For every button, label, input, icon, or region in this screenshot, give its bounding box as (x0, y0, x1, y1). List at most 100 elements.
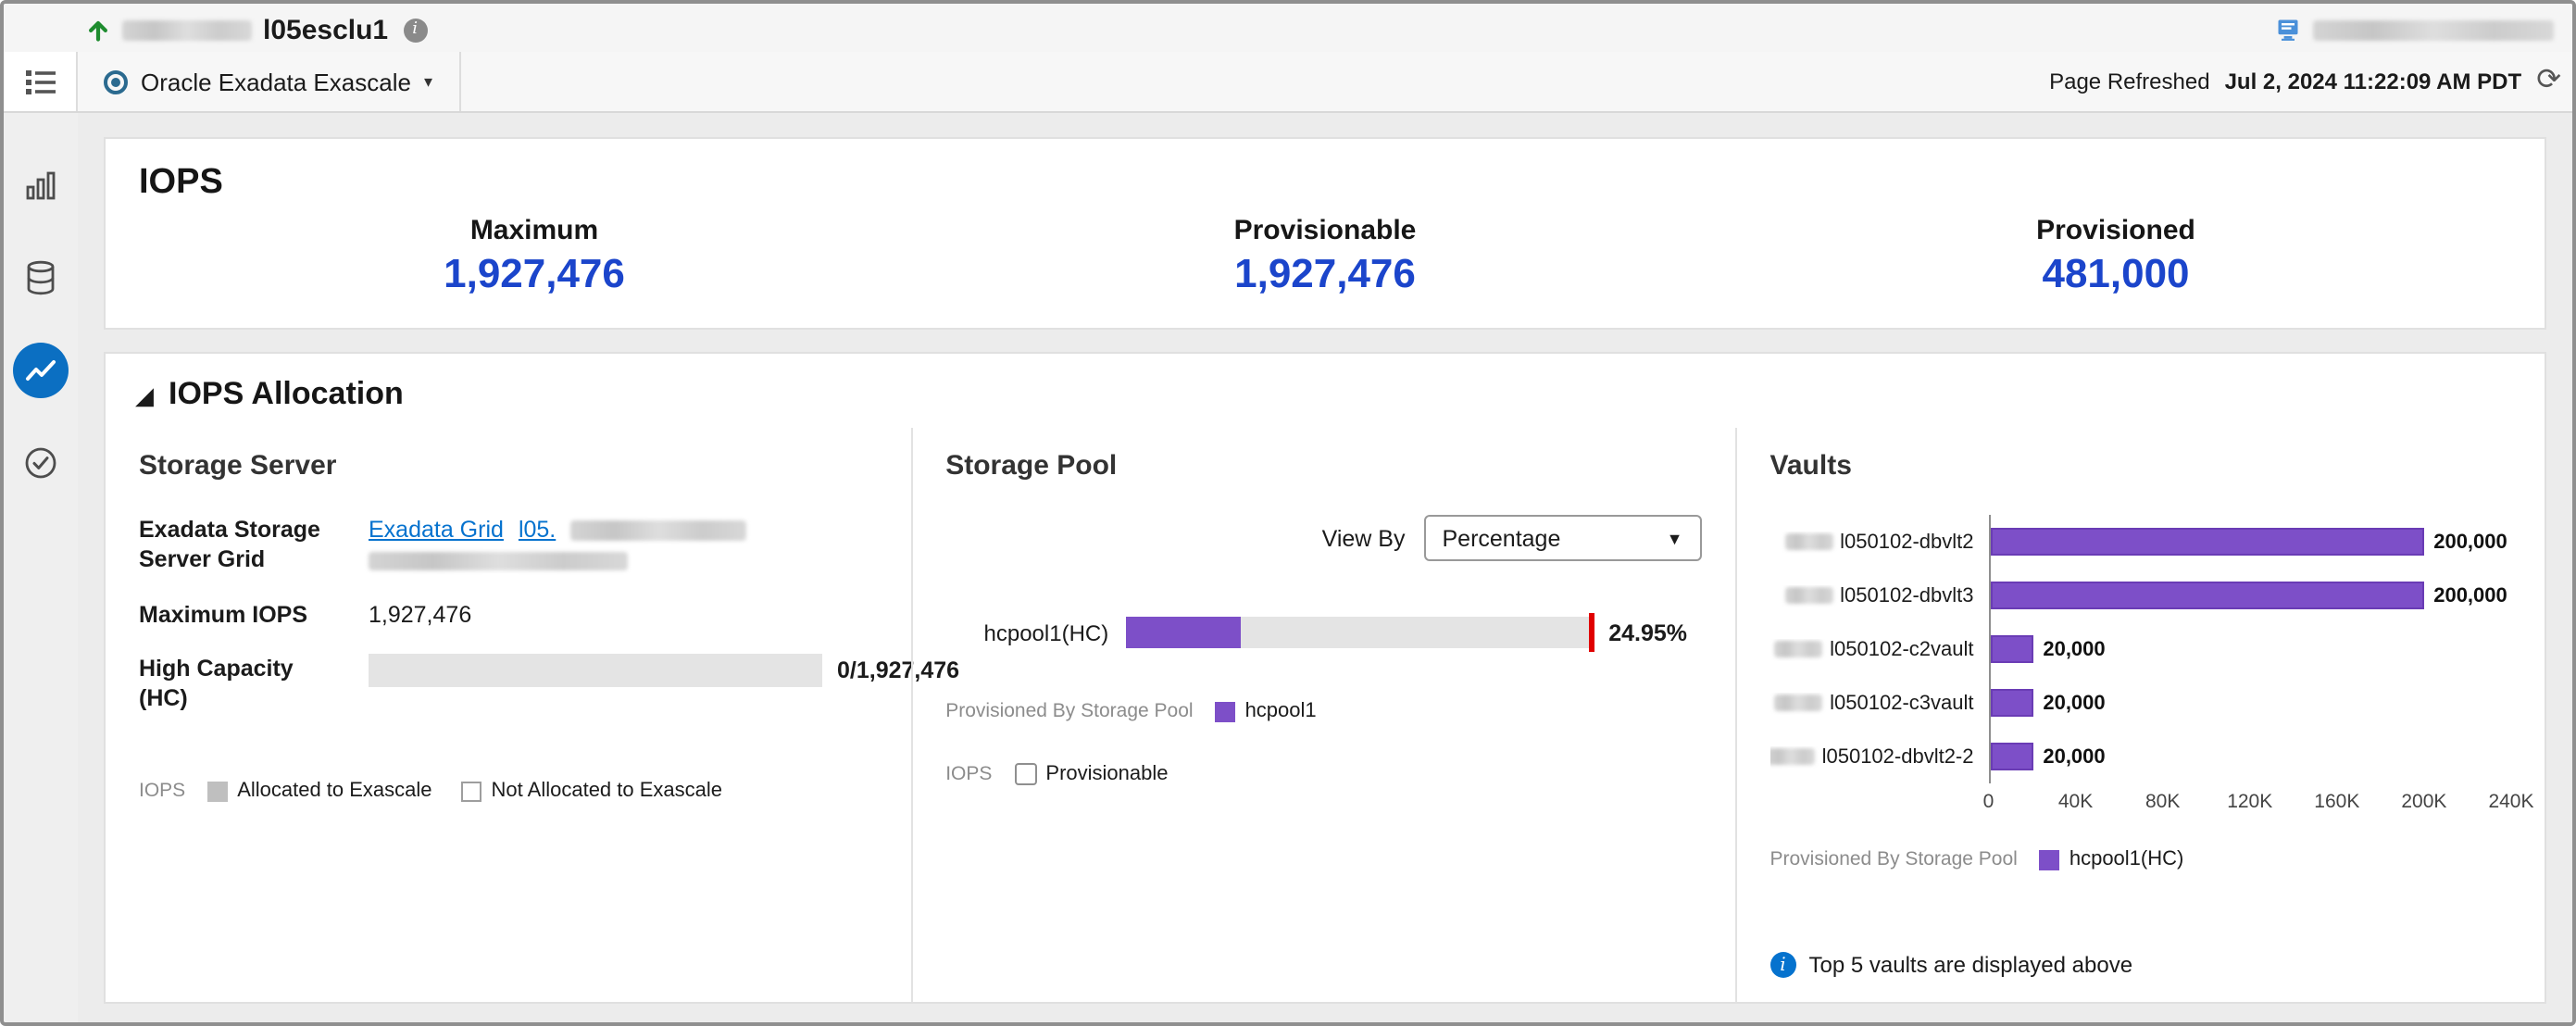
vault-row: l050102-c3vault 20,000 (1770, 676, 2511, 730)
hcpool1-hc-label: hcpool1(HC) (2069, 848, 2184, 870)
storage-server-panel: Storage Server Exadata Storage Server Gr… (106, 428, 959, 1002)
allocated-label: Allocated to Exascale (237, 780, 432, 803)
target-context-menu[interactable]: Oracle Exadata Exascale ▾ (78, 52, 460, 111)
metric-maximum: Maximum 1,927,476 (139, 215, 930, 298)
provisionable-checkbox[interactable] (1014, 763, 1037, 785)
vault-value: 200,000 (2433, 584, 2507, 607)
vault-bar[interactable] (1990, 582, 2425, 609)
pool-bar-label: hcpool1(HC) (983, 619, 1109, 645)
sidebar-toggle-button[interactable] (4, 52, 78, 111)
refresh-icon[interactable]: ⟳ (2536, 65, 2561, 96)
collapse-section-icon[interactable]: ◢ (135, 381, 154, 408)
bar-chart-icon (26, 171, 56, 200)
hc-allocation-value: 0/1,927,476 (837, 657, 960, 683)
max-iops-label: Maximum IOPS (139, 601, 307, 627)
metric-label: Maximum (469, 215, 599, 246)
pool-iops-row: IOPS Provisionable (945, 763, 1701, 785)
info-icon[interactable]: i (403, 18, 428, 42)
x-tick: 160K (2314, 791, 2360, 813)
vault-value: 20,000 (2043, 745, 2106, 768)
server-legend: IOPS Allocated to Exascale Not Allocated… (139, 781, 877, 803)
vault-label: l050102-dbvlt2-2 (1821, 745, 1974, 768)
title-bar: l05esclu1 i (4, 4, 2572, 52)
x-tick: 120K (2227, 791, 2273, 813)
vault-label: l050102-c2vault (1830, 638, 1974, 660)
view-by-select[interactable]: Percentage ▼ (1423, 515, 1702, 561)
pool-bar-value: 24.95% (1608, 619, 1688, 645)
up-arrow-icon[interactable] (85, 17, 111, 43)
redacted-vault-prefix (1774, 641, 1823, 657)
line-chart-icon (26, 360, 56, 381)
sidebar-item-performance[interactable] (13, 157, 69, 213)
redacted-vault-prefix (1769, 748, 1815, 765)
vault-row: l050102-c2vault 20,000 (1770, 622, 2511, 676)
target-type-icon (104, 69, 128, 94)
server-legend-title: IOPS (139, 780, 186, 803)
vault-label: l050102-c3vault (1830, 692, 1974, 714)
vault-value: 20,000 (2043, 692, 2106, 714)
metric-value: 1,927,476 (444, 250, 625, 296)
hcpool1-hc-swatch (2039, 849, 2060, 870)
vault-value: 200,000 (2433, 531, 2507, 553)
iops-summary-card: IOPS Maximum 1,927,476 Provisionable 1,9… (104, 137, 2546, 330)
hc-allocation-bar (369, 653, 822, 687)
iops-card-title: IOPS (139, 163, 223, 202)
toolbar: Oracle Exadata Exascale ▾ Page Refreshed… (4, 52, 2572, 113)
redacted-vault-prefix (1784, 587, 1833, 604)
database-icon (27, 260, 55, 295)
sidebar-item-health[interactable] (13, 435, 69, 491)
redacted-host-name (2313, 19, 2554, 40)
pool-allocation-bar[interactable] (1125, 613, 1594, 652)
vault-row: l050102-dbvlt2-2 20,000 (1769, 730, 2511, 783)
view-by-value: Percentage (1442, 525, 1561, 551)
metric-provisionable: Provisionable 1,927,476 (930, 215, 1720, 298)
high-capacity-label: High Capacity (HC) (139, 655, 294, 712)
redacted-grid-name (570, 520, 747, 542)
check-circle-icon (25, 447, 56, 479)
vaults-note-text: Top 5 vaults are displayed above (1808, 952, 2133, 978)
allocated-swatch (207, 781, 229, 802)
redacted-vault-prefix (1774, 694, 1823, 711)
vault-bar[interactable] (1990, 689, 2034, 717)
vault-bar[interactable] (1990, 635, 2034, 663)
vaults-panel: Vaults l050102-dbvlt2 200,000 l050102-db… (1734, 428, 2545, 1002)
vault-label: l050102-dbvlt3 (1840, 584, 1974, 607)
sidebar-item-storage[interactable] (13, 250, 69, 306)
vaults-chart: l050102-dbvlt2 200,000 l050102-dbvlt3 20… (1769, 515, 2534, 819)
main-content: IOPS Maximum 1,927,476 Provisionable 1,9… (78, 113, 2572, 1022)
storage-grid-link[interactable]: l05. (518, 517, 556, 543)
vault-bar[interactable] (1990, 528, 2425, 556)
x-tick: 40K (2057, 791, 2094, 813)
not-allocated-label: Not Allocated to Exascale (491, 780, 723, 803)
max-iops-field: Maximum IOPS 1,927,476 (139, 599, 877, 630)
grid-field: Exadata Storage Server Grid Exadata Grid… (139, 515, 877, 575)
high-capacity-field: High Capacity (HC) 0/1,927,476 (139, 653, 959, 714)
max-iops-value: 1,927,476 (369, 601, 472, 627)
chevron-down-icon: ▾ (423, 71, 432, 90)
allocation-title: IOPS Allocation (169, 376, 404, 411)
pool-iops-label: IOPS (945, 763, 993, 785)
pool-legend: Provisioned By Storage Pool hcpool1 (945, 700, 1701, 722)
target-menu-label: Oracle Exadata Exascale (141, 68, 411, 95)
pool-bar-fill (1125, 617, 1242, 648)
metric-provisioned: Provisioned 481,000 (1720, 215, 2511, 298)
pool-legend-title: Provisioned By Storage Pool (945, 700, 1194, 722)
redacted-grid-name-line2 (369, 552, 628, 571)
metric-label: Provisionable (1233, 215, 1417, 246)
redacted-vault-prefix (1784, 533, 1833, 550)
exadata-grid-link[interactable]: Exadata Grid (369, 517, 504, 543)
vaults-legend: Provisioned By Storage Pool hcpool1(HC) (1770, 848, 2511, 870)
view-by-label: View By (1321, 525, 1406, 551)
sidebar-item-iops[interactable] (13, 343, 69, 398)
storage-server-title: Storage Server (139, 450, 337, 482)
storage-pool-panel: Storage Pool View By Percentage ▼ hcpool… (910, 428, 1734, 1002)
storage-pool-title: Storage Pool (945, 450, 1118, 482)
metric-value: 481,000 (2042, 250, 2190, 296)
vault-row: l050102-dbvlt2 200,000 (1770, 515, 2511, 569)
x-tick: 80K (2145, 791, 2181, 813)
vault-bar[interactable] (1990, 743, 2034, 770)
vaults-legend-title: Provisioned By Storage Pool (1769, 848, 2018, 870)
icon-sidebar (4, 113, 78, 1022)
iops-metrics: Maximum 1,927,476 Provisionable 1,927,47… (139, 215, 2511, 298)
